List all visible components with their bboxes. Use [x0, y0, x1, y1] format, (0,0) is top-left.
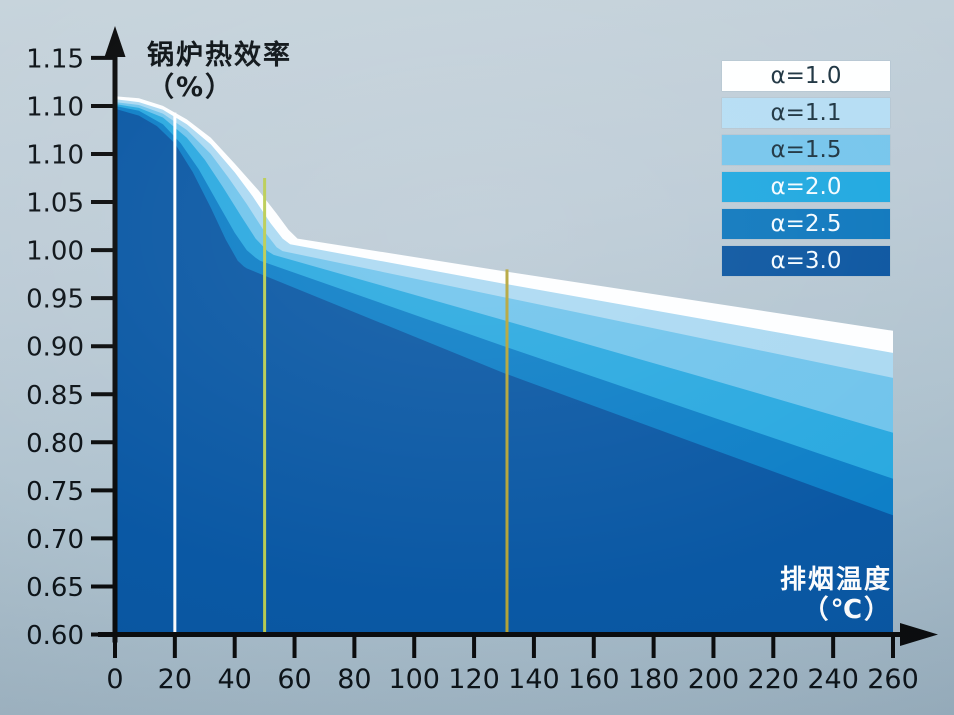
x-tick-label: 80 — [337, 664, 371, 695]
y-tick-label: 1.10 — [26, 141, 84, 171]
tick-labels: 1.15 1.10 1.10 1.05 1.00 0.95 0.90 0.85 0.80 0.75… — [26, 44, 919, 695]
y-axis-title-line1: 锅炉热效率 — [147, 40, 292, 71]
legend-item-label: α=1.1 — [770, 100, 842, 126]
x-tick-label: 240 — [807, 664, 859, 695]
y-axis-title-line2: （%） — [147, 71, 235, 103]
x-tick-label: 200 — [688, 664, 740, 695]
x-tick-label: 40 — [218, 664, 252, 695]
legend-item: α=1.1 — [722, 98, 890, 128]
efficiency-bands — [115, 96, 893, 635]
y-tick-label: 0.75 — [26, 477, 84, 507]
x-axis-title-line1: 排烟温度 — [779, 565, 892, 595]
y-tick-label: 0.80 — [26, 429, 84, 459]
legend-item: α=1.0 — [722, 61, 890, 91]
legend-item: α=2.5 — [722, 209, 890, 239]
legend-item-label: α=2.0 — [770, 174, 842, 200]
y-tick-label: 0.95 — [26, 285, 84, 315]
reference-lines — [173, 112, 509, 634]
legend: α=1.0 α=1.1 α=1.5 α=2.0 α=2.5 α=3.0 — [722, 61, 890, 283]
y-tick-label: 0.90 — [26, 333, 84, 363]
x-axis-title: 排烟温度 （℃） — [779, 565, 892, 626]
x-tick-label: 180 — [628, 664, 680, 695]
x-tick-label: 60 — [277, 664, 311, 695]
y-tick-label: 0.60 — [26, 621, 84, 651]
legend-item-label: α=1.0 — [770, 63, 842, 89]
band-α=3.0 — [115, 108, 893, 635]
legend-item: α=3.0 — [722, 246, 890, 276]
y-tick-label: 1.00 — [26, 237, 84, 267]
legend-item: α=2.0 — [722, 172, 890, 202]
legend-item: α=1.5 — [722, 135, 890, 165]
x-tick-label: 220 — [748, 664, 800, 695]
y-axis-title: 锅炉热效率 （%） — [147, 40, 292, 104]
x-axis-title-line2: （℃） — [802, 594, 892, 625]
y-tick-label: 0.70 — [26, 525, 84, 555]
y-tick-label: 0.65 — [26, 573, 84, 603]
legend-item-label: α=2.5 — [770, 211, 842, 237]
x-tick-label: 100 — [388, 664, 440, 695]
x-tick-label: 0 — [106, 664, 123, 695]
y-axis-arrow-icon — [104, 26, 126, 57]
y-tick-label: 1.10 — [26, 92, 84, 122]
y-tick-label: 1.15 — [26, 44, 84, 74]
y-tick-label: 1.05 — [26, 189, 84, 219]
x-tick-label: 260 — [867, 664, 919, 695]
x-tick-label: 140 — [508, 664, 560, 695]
x-tick-label: 20 — [158, 664, 192, 695]
x-tick-label: 160 — [568, 664, 620, 695]
x-tick-label: 120 — [448, 664, 500, 695]
y-tick-label: 0.85 — [26, 381, 84, 411]
legend-item-label: α=1.5 — [770, 137, 842, 163]
legend-item-label: α=3.0 — [770, 248, 842, 274]
x-axis-arrow-icon — [900, 623, 938, 646]
